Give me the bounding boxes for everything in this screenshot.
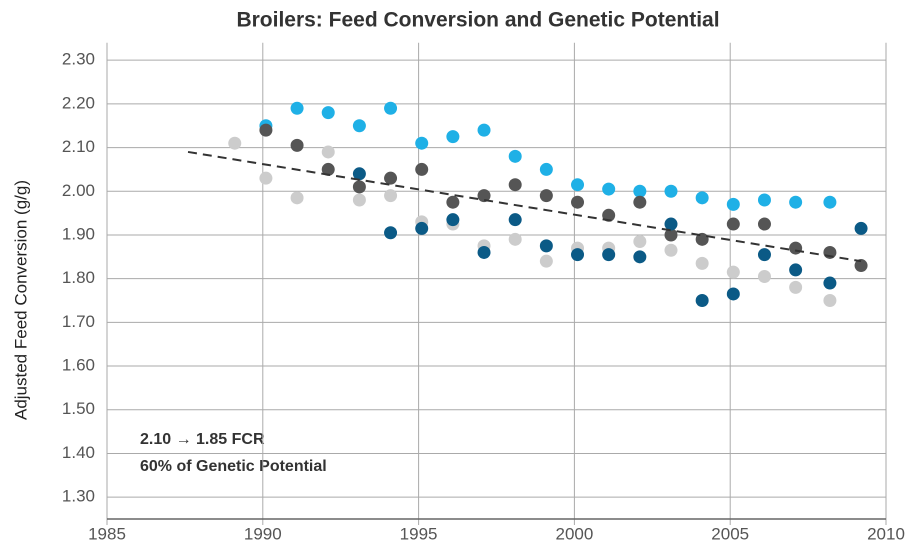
point bbox=[352, 119, 366, 133]
point bbox=[726, 197, 740, 211]
x-tick-label: 2010 bbox=[867, 524, 905, 543]
point bbox=[228, 136, 242, 150]
point bbox=[633, 195, 647, 209]
point bbox=[290, 138, 304, 152]
point bbox=[695, 294, 709, 308]
point bbox=[384, 226, 398, 240]
point bbox=[384, 189, 398, 203]
point bbox=[789, 263, 803, 277]
point bbox=[823, 294, 837, 308]
point bbox=[664, 184, 678, 198]
point bbox=[726, 265, 740, 279]
point bbox=[633, 235, 647, 249]
point bbox=[477, 189, 491, 203]
point bbox=[508, 178, 522, 192]
point bbox=[823, 195, 837, 209]
x-tick-label: 1985 bbox=[88, 524, 126, 543]
y-tick-label: 1.30 bbox=[62, 487, 95, 506]
point bbox=[571, 178, 585, 192]
point bbox=[789, 195, 803, 209]
annotation: 60% of Genetic Potential bbox=[140, 458, 327, 475]
point bbox=[352, 167, 366, 181]
point bbox=[695, 232, 709, 246]
point bbox=[664, 228, 678, 242]
y-tick-label: 2.00 bbox=[62, 181, 95, 200]
y-tick-label: 1.60 bbox=[62, 356, 95, 375]
point bbox=[854, 221, 868, 235]
point bbox=[477, 123, 491, 137]
annotation: 2.10 → 1.85 FCR bbox=[140, 431, 265, 448]
x-tick-label: 1995 bbox=[400, 524, 438, 543]
point bbox=[290, 191, 304, 205]
point bbox=[508, 213, 522, 227]
point bbox=[446, 213, 460, 227]
point bbox=[757, 217, 771, 231]
point bbox=[539, 239, 553, 253]
trend-line bbox=[187, 150, 862, 263]
point bbox=[664, 243, 678, 257]
point bbox=[290, 101, 304, 115]
point bbox=[321, 162, 335, 176]
point bbox=[415, 221, 429, 235]
point bbox=[602, 248, 616, 262]
x-tick-label: 2000 bbox=[555, 524, 593, 543]
point bbox=[446, 195, 460, 209]
y-tick-label: 1.50 bbox=[62, 399, 95, 418]
y-tick-label: 2.10 bbox=[62, 137, 95, 156]
y-tick-label: 1.40 bbox=[62, 443, 95, 462]
point bbox=[633, 184, 647, 198]
point bbox=[384, 171, 398, 185]
point bbox=[539, 162, 553, 176]
point bbox=[321, 106, 335, 120]
point bbox=[508, 232, 522, 246]
point bbox=[726, 287, 740, 301]
x-tick-label: 2005 bbox=[711, 524, 749, 543]
point bbox=[757, 248, 771, 262]
point bbox=[384, 101, 398, 115]
point bbox=[602, 182, 616, 196]
point bbox=[789, 241, 803, 255]
y-tick-label: 2.30 bbox=[62, 50, 95, 69]
point bbox=[633, 250, 647, 264]
point bbox=[352, 180, 366, 194]
x-tick-label: 1990 bbox=[244, 524, 282, 543]
point bbox=[695, 256, 709, 270]
chart-title: Broilers: Feed Conversion and Genetic Po… bbox=[236, 9, 719, 32]
point bbox=[757, 193, 771, 207]
y-tick-label: 1.90 bbox=[62, 224, 95, 243]
y-tick-label: 2.20 bbox=[62, 93, 95, 112]
point bbox=[446, 130, 460, 144]
point bbox=[477, 245, 491, 259]
point bbox=[571, 195, 585, 209]
point bbox=[664, 217, 678, 231]
point bbox=[602, 208, 616, 222]
point bbox=[757, 269, 771, 283]
point bbox=[539, 254, 553, 268]
point bbox=[854, 259, 868, 273]
point bbox=[571, 248, 585, 262]
point bbox=[352, 193, 366, 207]
y-tick-label: 1.80 bbox=[62, 268, 95, 287]
point bbox=[415, 136, 429, 150]
point bbox=[508, 149, 522, 163]
point bbox=[539, 189, 553, 203]
point bbox=[259, 171, 273, 185]
point bbox=[695, 191, 709, 205]
point bbox=[726, 217, 740, 231]
y-tick-label: 1.70 bbox=[62, 312, 95, 331]
point bbox=[321, 145, 335, 159]
point bbox=[259, 123, 273, 137]
point bbox=[415, 162, 429, 176]
y-axis-label: Adjusted Feed Conversion (g/g) bbox=[11, 180, 30, 420]
point bbox=[823, 276, 837, 290]
point bbox=[789, 280, 803, 294]
